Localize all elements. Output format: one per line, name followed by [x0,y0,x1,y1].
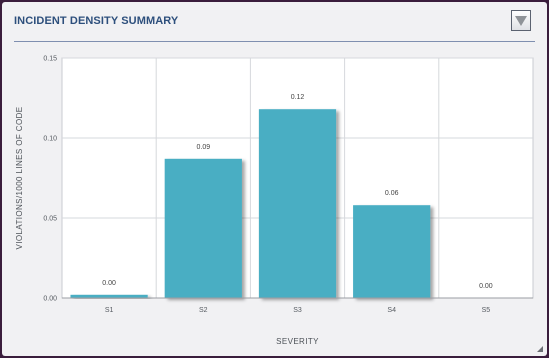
x-tick-label: S1 [105,307,114,314]
y-tick-label: 0.00 [43,296,57,303]
panel-title: INCIDENT DENSITY SUMMARY [14,15,179,27]
x-tick-label: S4 [387,307,396,314]
y-tick-label: 0.15 [43,56,57,63]
data-label: 0.12 [291,94,305,101]
bar-s3[interactable] [258,109,337,298]
bar-s4[interactable] [353,205,431,298]
x-tick-label: S2 [199,307,208,314]
data-label: 0.00 [479,283,493,290]
x-tick-label: S3 [293,307,302,314]
resize-grip-icon[interactable] [537,346,543,352]
bar-s1[interactable] [70,294,148,298]
title-divider [14,41,535,42]
data-label: 0.09 [196,144,210,151]
y-tick-label: 0.05 [43,216,57,223]
data-label: 0.06 [385,190,399,197]
bar-s2[interactable] [164,158,242,298]
x-axis-label: SEVERITY [276,337,319,346]
y-tick-label: 0.10 [43,136,57,143]
data-label: 0.00 [102,280,116,287]
y-axis-label: VIOLATIONS/1000 LINES OF CODE [15,106,24,249]
x-tick-label: S5 [482,307,491,314]
dropdown-triangle-icon[interactable] [511,10,531,31]
